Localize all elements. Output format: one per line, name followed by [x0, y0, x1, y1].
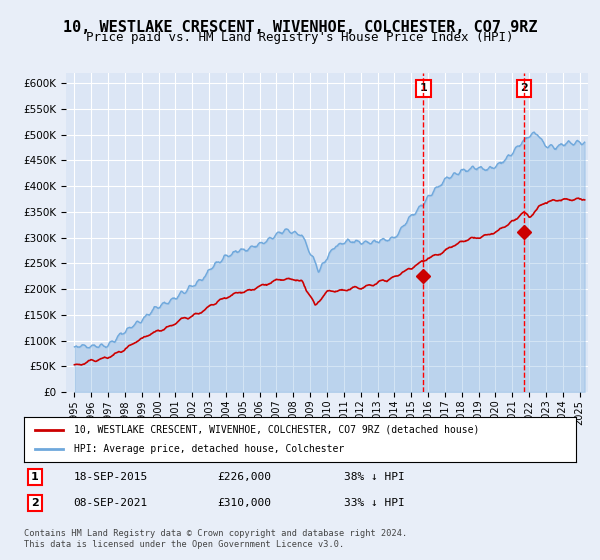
Text: £226,000: £226,000	[217, 472, 271, 482]
Text: 33% ↓ HPI: 33% ↓ HPI	[344, 498, 405, 508]
Text: 10, WESTLAKE CRESCENT, WIVENHOE, COLCHESTER, CO7 9RZ: 10, WESTLAKE CRESCENT, WIVENHOE, COLCHES…	[63, 20, 537, 35]
Text: 18-SEP-2015: 18-SEP-2015	[74, 472, 148, 482]
Text: Price paid vs. HM Land Registry's House Price Index (HPI): Price paid vs. HM Land Registry's House …	[86, 31, 514, 44]
Text: £310,000: £310,000	[217, 498, 271, 508]
Text: 38% ↓ HPI: 38% ↓ HPI	[344, 472, 405, 482]
Text: 1: 1	[31, 472, 39, 482]
Text: 1: 1	[419, 83, 427, 94]
Text: 2: 2	[520, 83, 528, 94]
Text: HPI: Average price, detached house, Colchester: HPI: Average price, detached house, Colc…	[74, 445, 344, 455]
Text: Contains HM Land Registry data © Crown copyright and database right 2024.
This d: Contains HM Land Registry data © Crown c…	[24, 529, 407, 549]
Text: 2: 2	[31, 498, 39, 508]
Text: 10, WESTLAKE CRESCENT, WIVENHOE, COLCHESTER, CO7 9RZ (detached house): 10, WESTLAKE CRESCENT, WIVENHOE, COLCHES…	[74, 424, 479, 435]
Text: 08-SEP-2021: 08-SEP-2021	[74, 498, 148, 508]
